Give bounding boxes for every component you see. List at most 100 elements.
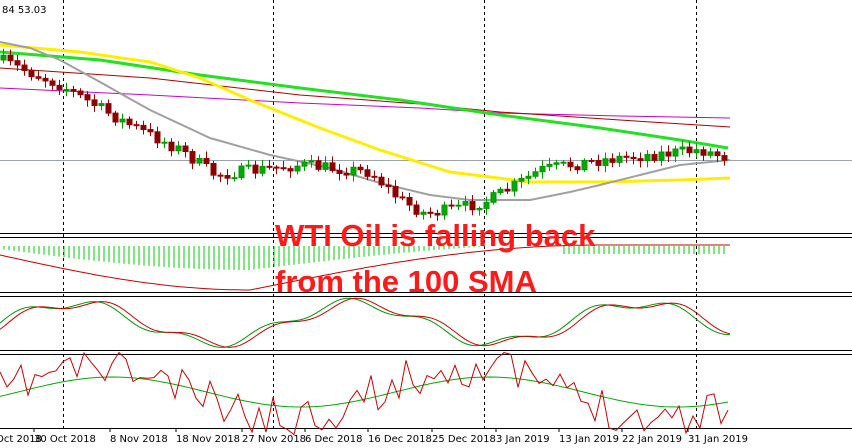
candle-body <box>336 169 343 174</box>
candles <box>0 48 728 221</box>
candle-body <box>434 212 441 216</box>
candle-body <box>511 180 518 192</box>
candle-body <box>42 77 49 82</box>
candle-body <box>490 192 497 203</box>
rsi-signal <box>0 376 729 408</box>
candle-body <box>462 201 469 206</box>
candle-body <box>119 118 126 123</box>
candle-body <box>651 154 658 161</box>
x-tick-label: 31 Jan 2019 <box>688 434 748 445</box>
candle-body <box>553 162 560 165</box>
candle-body <box>203 158 210 165</box>
candle-body <box>63 88 70 91</box>
candle-body <box>483 201 490 209</box>
x-tick-label: 16 Dec 2018 <box>368 434 432 445</box>
candle-body <box>427 211 434 214</box>
candle-body <box>56 84 63 91</box>
candle-body <box>581 159 588 171</box>
candle-body <box>252 164 259 174</box>
ma-magenta <box>0 87 731 119</box>
candle-body <box>7 54 14 62</box>
candle-body <box>259 165 266 174</box>
candle-body <box>539 165 546 173</box>
candle-body <box>343 172 350 176</box>
candle-body <box>665 151 672 157</box>
candle-body <box>217 174 224 177</box>
candle-body <box>210 163 217 176</box>
candle-body <box>644 154 651 162</box>
candle-body <box>630 156 637 160</box>
candle-body <box>469 201 476 211</box>
candle-body <box>364 169 371 177</box>
x-tick-label: 6 Dec 2018 <box>305 434 363 445</box>
candle-body <box>532 171 539 177</box>
candle-body <box>280 167 287 170</box>
candle-body <box>406 197 413 206</box>
candle-body <box>329 162 336 171</box>
candle-body <box>609 158 616 163</box>
candle-body <box>574 166 581 171</box>
stoch-signal <box>0 297 731 348</box>
candle-body <box>287 168 294 172</box>
candle-body <box>497 188 504 194</box>
stochastic-pane <box>0 297 731 348</box>
candle-body <box>560 161 567 164</box>
candle-body <box>35 76 42 79</box>
macd-pane <box>0 244 730 291</box>
candle-body <box>49 80 56 86</box>
candle-body <box>714 151 721 157</box>
candle-body <box>567 161 574 168</box>
candle-body <box>707 151 714 156</box>
candle-body <box>140 124 147 130</box>
candle-body <box>385 184 392 188</box>
candle-body <box>371 175 378 178</box>
candle-body <box>518 177 525 182</box>
rsi-pane <box>0 351 729 436</box>
candle-body <box>588 159 595 162</box>
candle-body <box>98 103 105 107</box>
x-tick-label: 27 Nov 2018 <box>242 434 306 445</box>
candle-body <box>308 160 315 163</box>
candle-body <box>21 64 28 72</box>
ma-green <box>0 50 729 150</box>
rsi-main <box>0 351 729 436</box>
candle-body <box>14 60 21 66</box>
candle-body <box>623 155 630 158</box>
x-tick-label: 18 Nov 2018 <box>176 434 240 445</box>
x-tick-label: 22 Jan 2019 <box>622 434 682 445</box>
candle-body <box>126 118 133 126</box>
candle-body <box>637 158 644 162</box>
x-tick-label: 8 Nov 2018 <box>110 434 168 445</box>
candle-body <box>357 166 364 171</box>
candle-body <box>616 155 623 163</box>
candle-body <box>238 165 245 179</box>
x-tick-label: 25 Dec 2018 <box>432 434 496 445</box>
candle-body <box>161 141 168 144</box>
candle-body <box>84 94 91 101</box>
candle-body <box>112 112 119 123</box>
candle-body <box>28 70 35 78</box>
candle-body <box>546 163 553 167</box>
candle-body <box>721 155 728 161</box>
candle-body <box>224 175 231 179</box>
candle-body <box>182 145 189 153</box>
annotation-line: from the 100 SMA <box>275 264 537 299</box>
candle-body <box>693 149 700 154</box>
candle-body <box>448 204 455 207</box>
candle-body <box>658 151 665 161</box>
candle-body <box>322 162 329 170</box>
candle-body <box>525 175 532 179</box>
candle-body <box>0 54 7 61</box>
candle-body <box>175 145 182 152</box>
candle-body <box>686 146 693 154</box>
candle-body <box>595 159 602 166</box>
candle-body <box>273 166 280 169</box>
candle-body <box>672 148 679 157</box>
candle-body <box>231 177 238 180</box>
candle-body <box>315 160 322 170</box>
candle-body <box>301 161 308 167</box>
x-tick-label: 13 Jan 2019 <box>559 434 619 445</box>
